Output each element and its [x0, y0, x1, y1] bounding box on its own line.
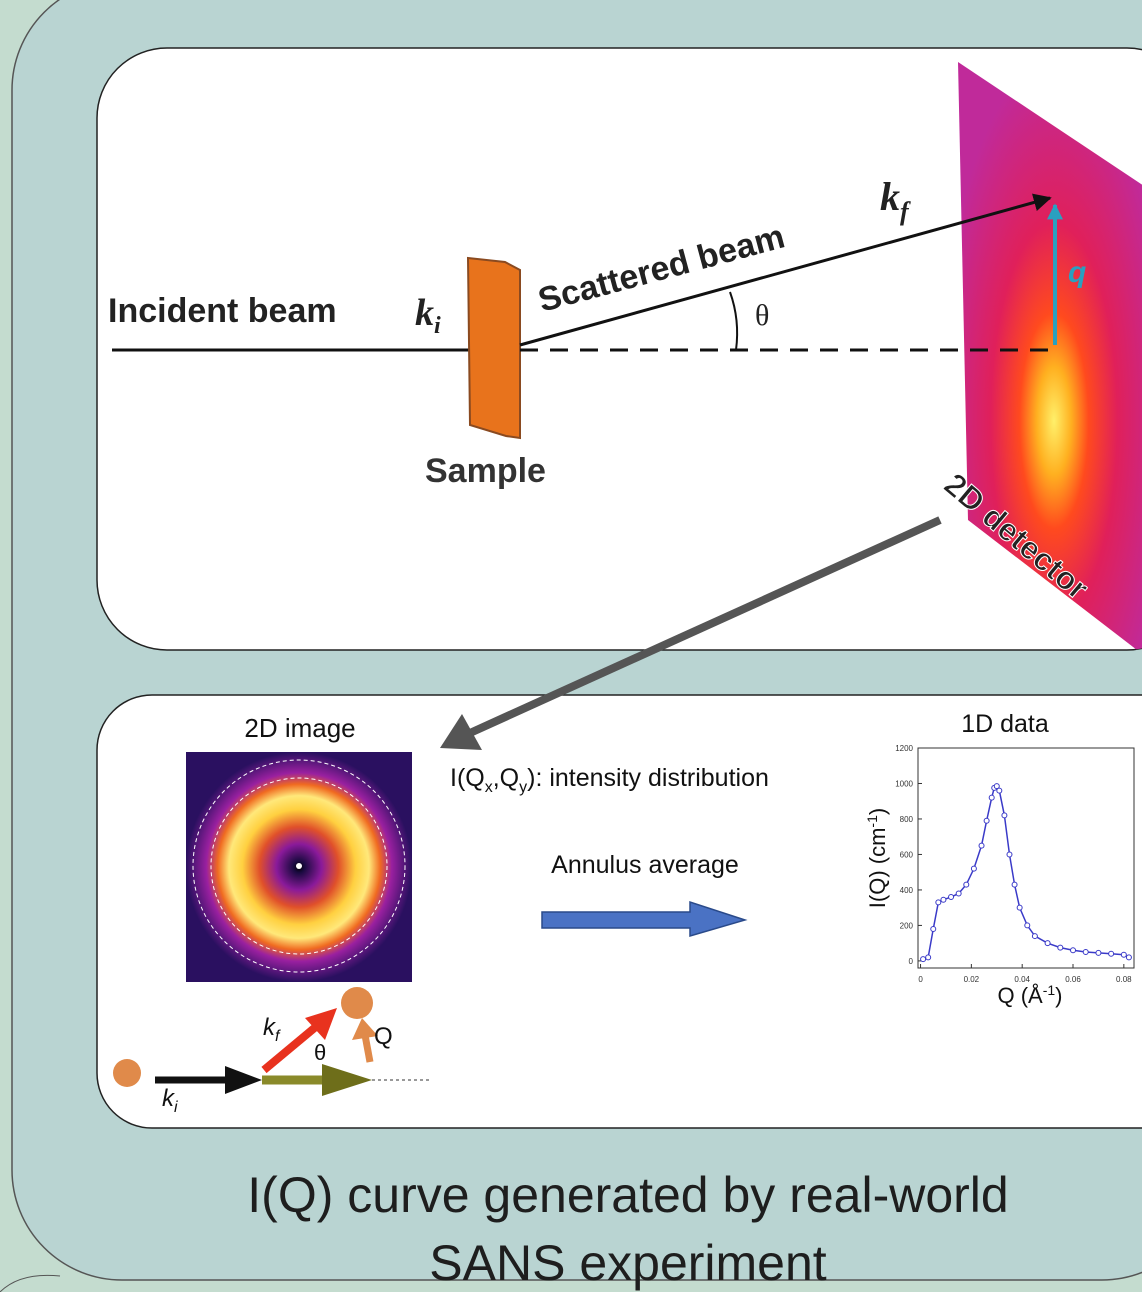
x-tick-label: 0.02	[964, 975, 980, 984]
data-point	[1045, 941, 1050, 946]
q-label: q	[1068, 256, 1086, 289]
panel-edge	[0, 1275, 60, 1292]
ki-sub: i	[174, 1099, 178, 1116]
vd-q: Q	[374, 1023, 393, 1050]
beam-center	[296, 863, 302, 869]
data-point	[1126, 955, 1131, 960]
data-point	[941, 897, 946, 902]
vd-theta: θ	[314, 1040, 326, 1065]
ki-base: k	[415, 292, 434, 334]
y-tick-label: 200	[900, 921, 914, 930]
part: )	[865, 808, 890, 815]
diagram: Incident beam ki Scattered beam kf θ Sam…	[0, 0, 1142, 1292]
data-point	[1002, 813, 1007, 818]
scattered-particle	[341, 987, 373, 1019]
data-point	[949, 895, 954, 900]
data-point	[1071, 948, 1076, 953]
part: -1	[864, 815, 880, 828]
data-point	[1096, 950, 1101, 955]
incoming-particle	[113, 1059, 141, 1087]
plot-title: 1D data	[961, 710, 1049, 738]
data-point	[1012, 882, 1017, 887]
x-tick-label: 0	[918, 975, 923, 984]
y-tick-label: 600	[900, 850, 914, 859]
data-point	[926, 955, 931, 960]
x-tick-label: 0.08	[1116, 975, 1132, 984]
page: {"top_panel":{"incident_label":"Incident…	[0, 0, 1142, 1292]
data-point	[1025, 923, 1030, 928]
data-point	[921, 957, 926, 962]
theta-label: θ	[755, 299, 769, 332]
x-tick-label: 0.04	[1014, 975, 1030, 984]
data-point	[956, 891, 961, 896]
part: Q (Å	[997, 983, 1043, 1008]
data-point	[1017, 905, 1022, 910]
data-point	[979, 843, 984, 848]
data-point	[971, 866, 976, 871]
part: ,Q	[493, 764, 519, 792]
part: ): intensity distribution	[527, 764, 769, 792]
data-point	[1007, 852, 1012, 857]
x-tick-label: 0.06	[1065, 975, 1081, 984]
q-vector	[365, 1035, 370, 1062]
data-point	[1032, 934, 1037, 939]
y-tick-label: 1200	[895, 744, 913, 753]
part: I(Q) (cm	[865, 828, 890, 909]
annulus-label: Annulus average	[551, 851, 739, 879]
part: -1	[1043, 982, 1056, 998]
data-point	[1121, 952, 1126, 957]
part: )	[1055, 983, 1062, 1008]
caption: I(Q) curve generated by real-world	[247, 1167, 1008, 1223]
image-title: 2D image	[244, 713, 355, 743]
sample	[468, 258, 520, 438]
data-point	[989, 795, 994, 800]
ki-sub: i	[434, 313, 441, 339]
data-point	[964, 882, 969, 887]
part: I(Q	[450, 764, 485, 792]
y-tick-label: 400	[900, 886, 914, 895]
data-point	[1109, 951, 1114, 956]
y-tick-label: 1000	[895, 779, 913, 788]
part: y	[519, 779, 527, 796]
data-point	[1058, 945, 1063, 950]
part: x	[485, 779, 493, 796]
sample-label: Sample	[425, 452, 546, 490]
y-tick-label: 0	[909, 957, 914, 966]
data-point	[984, 818, 989, 823]
data-point	[931, 926, 936, 931]
intensity-label: I(Qx,Qy): intensity distribution	[450, 764, 769, 796]
data-point	[1083, 950, 1088, 955]
data-point	[997, 788, 1002, 793]
incident-label: Incident beam	[108, 292, 337, 330]
y-tick-label: 800	[900, 815, 914, 824]
kf-base: k	[880, 174, 900, 219]
data-point	[936, 900, 941, 905]
caption: SANS experiment	[429, 1235, 826, 1291]
